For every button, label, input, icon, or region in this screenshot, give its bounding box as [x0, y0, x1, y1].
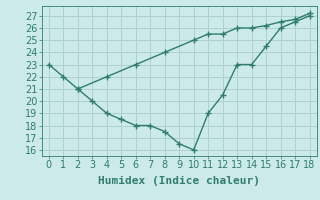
X-axis label: Humidex (Indice chaleur): Humidex (Indice chaleur): [98, 176, 260, 186]
